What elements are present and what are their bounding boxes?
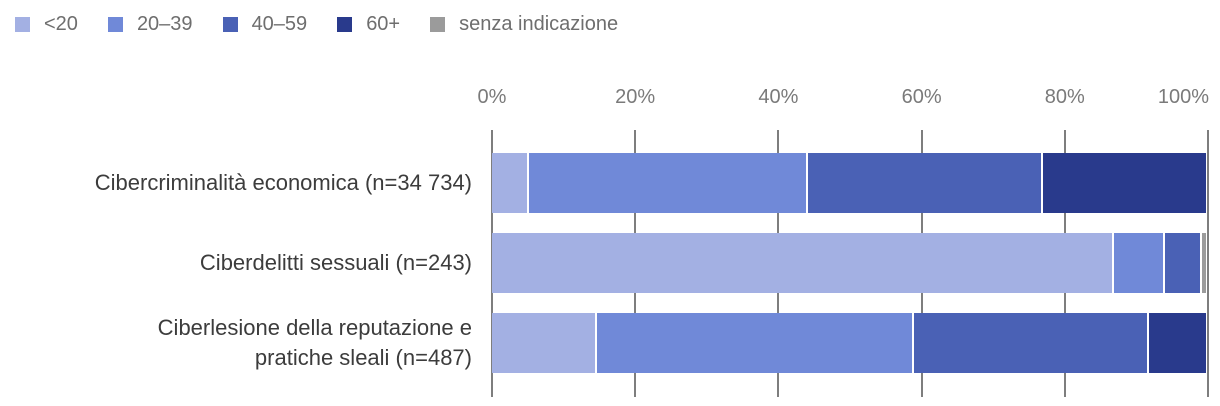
category-label-cyber-reputation: Ciberlesione della reputazione e pratich… [157,315,472,370]
legend-label-60plus: 60+ [366,13,401,35]
stacked-bar-row-0 [492,153,1207,213]
bar-segment-40–59 [913,313,1148,373]
bar-segment-20–39 [529,153,806,213]
legend: <20 20–39 40–59 60+ senza indicazione [15,13,618,36]
x-tick-label-0: 0% [477,86,507,108]
gridline-100 [1207,130,1209,397]
category-label-cybercrime-economic: Cibercriminalità economica (n=34 734) [94,170,472,195]
legend-item-no-indication: senza indicazione [430,13,618,36]
legend-label-40-59: 40–59 [251,13,308,35]
stacked-bar-row-1 [492,233,1207,293]
category-label-cyber-sexual-offences: Ciberdelitti sessuali (n=243) [199,250,472,275]
x-tick-label-80: 80% [1044,86,1085,108]
bar-segment-60+ [1043,153,1207,213]
legend-item-20-39: 20–39 [107,13,193,36]
legend-item-60plus: 60+ [337,13,400,36]
bar-segment-20–39 [596,313,912,373]
bar-segment-20–39 [1113,233,1164,293]
x-tick-label-40: 40% [758,86,799,108]
x-tick-label-100: 100% [1157,86,1210,108]
legend-label-20-39: 20–39 [136,13,193,35]
stacked-bar-row-2 [492,313,1206,373]
x-tick-label-20: 20% [615,86,656,108]
bar-segment-<20 [492,313,595,373]
legend-swatch-20-39 [107,17,123,32]
bar-segment-40–59 [1165,233,1201,293]
legend-swatch-40-59 [222,17,238,32]
bar-segment-senza-indicazione [1202,233,1207,293]
legend-item-40-59: 40–59 [222,13,308,36]
x-tick-label-60: 60% [901,86,942,108]
legend-item-under20: <20 [15,13,78,36]
bar-segment-<20 [492,153,528,213]
legend-swatch-60plus [337,17,353,32]
bar-segment-<20 [492,233,1112,293]
bar-segment-60+ [1149,313,1206,373]
legend-swatch-no-indication [430,17,446,32]
legend-swatch-under20 [15,17,30,32]
plot-area: 0% 20% 40% 60% 80% 100% [478,86,1209,397]
legend-label-no-indication: senza indicazione [459,13,619,35]
legend-label-under20: <20 [44,13,78,35]
bar-segment-40–59 [807,153,1042,213]
